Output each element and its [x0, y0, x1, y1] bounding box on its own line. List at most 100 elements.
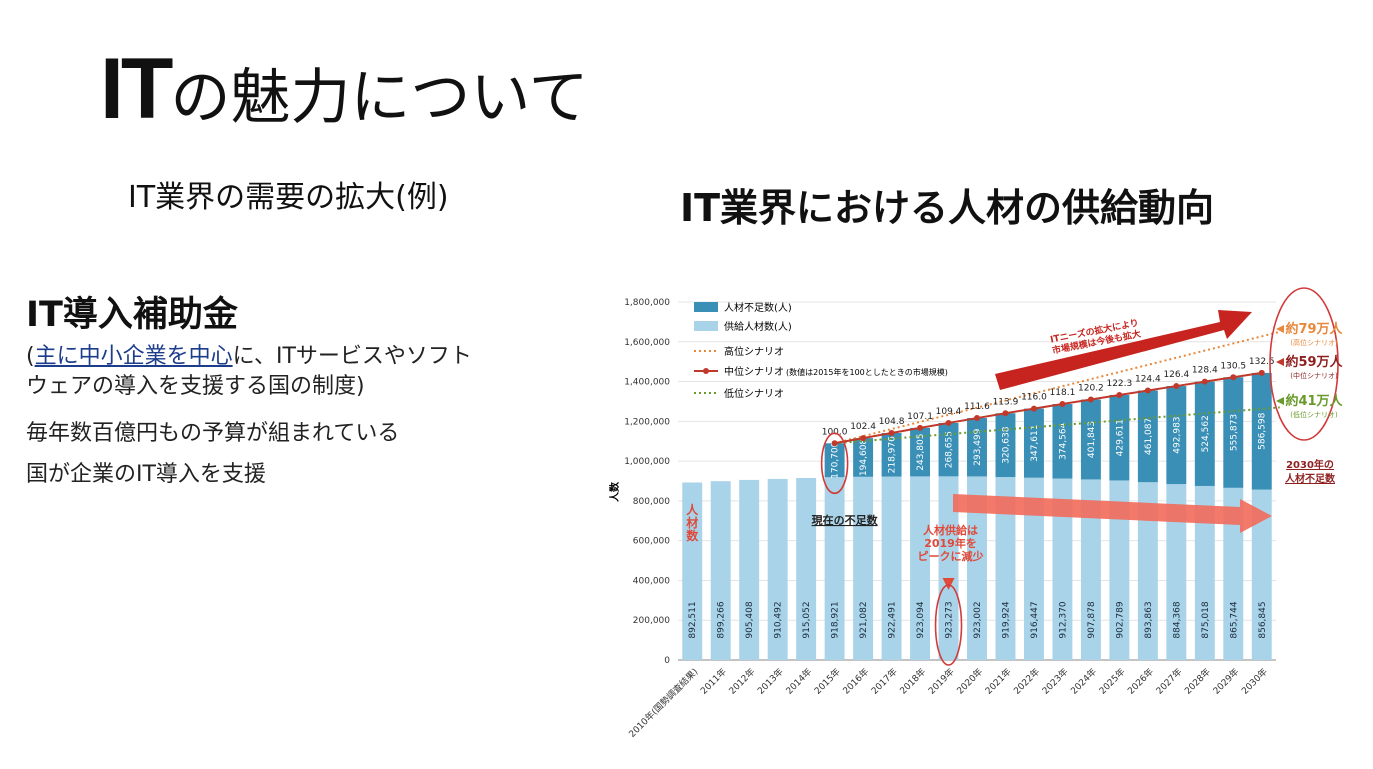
- bar-supply-label: 919,924: [1001, 601, 1011, 638]
- scenario-mid-point: [1173, 383, 1180, 390]
- bar-shortage: [1194, 381, 1215, 486]
- bar-shortage: [1166, 386, 1187, 485]
- y-tick-label: 0: [664, 656, 670, 666]
- high-scenario-label: 約79万人: [1285, 321, 1343, 337]
- subsidy-title: IT導入補助金: [26, 295, 238, 335]
- bar-supply: [910, 476, 931, 660]
- supply-vertical-label: 材: [685, 515, 698, 530]
- bar-supply: [995, 477, 1016, 660]
- it-talent-chart: 0 200,000 400,000 600,000 800,000 1,000,000 1,…: [608, 287, 1344, 740]
- scenario-mid-point: [1230, 374, 1237, 381]
- subsidy-desc-link[interactable]: 主に中小企業を中心: [34, 344, 233, 369]
- scenario-mid-index-label: 111.6: [964, 402, 990, 412]
- scenario-mid-index-label: 132.5: [1249, 357, 1275, 367]
- scenario-mid-index-label: 130.5: [1220, 361, 1246, 371]
- bar-supply-label: 910,492: [774, 601, 784, 638]
- bar-shortage: [881, 432, 902, 477]
- scenario-mid-index-label: 116.0: [1021, 393, 1047, 403]
- x-tick-label: 2026年: [1125, 666, 1156, 697]
- legend-label-high: 高位シナリオ: [724, 345, 784, 358]
- scenario-high-line: [834, 330, 1280, 445]
- bar-shortage-label: 492,983: [1172, 416, 1182, 453]
- page-subtitle: IT業界の需要の拡大(例): [128, 180, 449, 215]
- bar-supply: [796, 478, 817, 660]
- bar-shortage-label: 293,499: [973, 428, 983, 465]
- low-scenario-sub: (低位シナリオ): [1290, 410, 1338, 419]
- bar-supply-label: 893,863: [1144, 601, 1154, 638]
- bar-supply: [1251, 489, 1272, 660]
- bar-supply-label: 923,002: [973, 601, 983, 638]
- bar-supply: [1166, 484, 1187, 660]
- page-title: ITの魅力について: [100, 40, 589, 139]
- y-tick-label: 800,000: [633, 497, 670, 507]
- x-tick-label: 2013年: [755, 666, 786, 697]
- scenario-mid-index-label: 109.4: [936, 407, 962, 417]
- bar-shortage: [1109, 395, 1130, 481]
- bar-supply: [824, 477, 845, 660]
- bar-supply: [682, 482, 703, 660]
- bar-shortage-label: 218,976: [888, 436, 898, 473]
- scenario-mid-point: [888, 429, 895, 436]
- scenario-mid-point: [1059, 401, 1066, 408]
- bar-supply: [710, 481, 731, 660]
- bar-shortage: [1251, 372, 1272, 490]
- scenario-mid-index-label: 118.1: [1050, 388, 1076, 398]
- x-tick-label: 2012年: [726, 666, 757, 697]
- bar-supply-label: 918,921: [831, 601, 841, 638]
- x-tick-label: 2020年: [954, 666, 985, 697]
- bar-supply-label: 915,052: [802, 601, 812, 638]
- bar-supply-label: 923,094: [916, 601, 926, 638]
- bar-supply: [1080, 479, 1101, 660]
- shortage-2030-label-1: 2030年の: [1286, 458, 1334, 471]
- y-tick-label: 1,400,000: [624, 378, 670, 388]
- scenario-mid-index-label: 113.9: [993, 397, 1019, 407]
- bar-supply-label: 902,789: [1115, 601, 1125, 638]
- bar-supply: [853, 476, 874, 660]
- bar-supply: [967, 476, 987, 660]
- bar-supply: [881, 476, 902, 660]
- x-tick-label: 2025年: [1096, 666, 1127, 697]
- scenario-mid-index-label: 122.3: [1106, 379, 1132, 389]
- legend-swatch-supply: [694, 321, 718, 331]
- x-tick-label: 2021年: [983, 666, 1014, 697]
- current-shortage-circle: [820, 432, 849, 495]
- mid-marker-icon: [1276, 358, 1284, 366]
- legend-label-low: 低位シナリオ: [724, 387, 784, 400]
- high-scenario-sub: (高位シナリオ): [1290, 338, 1338, 347]
- bar-shortage-label: 194,608: [859, 439, 869, 476]
- bar-supply-label: 921,082: [859, 601, 869, 638]
- y-tick-label: 400,000: [633, 576, 670, 586]
- scenario-mid-point: [945, 419, 952, 426]
- y-tick-label: 200,000: [633, 616, 670, 626]
- legend-swatch-mid-dot: [703, 368, 709, 374]
- needs-expand-arrow-icon: [995, 310, 1252, 390]
- scenario-mid-point: [917, 424, 924, 431]
- bar-shortage-label: 347,611: [1030, 425, 1040, 462]
- scenario-mid-point: [1144, 387, 1151, 394]
- x-tick-label: 2017年: [869, 666, 900, 697]
- bar-supply: [1109, 480, 1130, 660]
- bar-supply: [767, 478, 788, 660]
- subsidy-line-budget: 毎年数百億円もの予算が組まれている: [26, 421, 400, 446]
- scenario-mid-index-label: 126.4: [1163, 370, 1189, 380]
- x-tick-label: 2028年: [1182, 666, 1213, 697]
- bar-supply: [739, 479, 760, 660]
- scenario-mid-point: [1087, 396, 1094, 403]
- scenario-mid-point: [1002, 410, 1009, 417]
- bar-shortage-label: 586,598: [1258, 412, 1268, 449]
- bar-supply: [1194, 485, 1215, 660]
- bar-shortage: [938, 422, 959, 477]
- scenario-mid-index-label: 100.0: [822, 427, 848, 437]
- supply-peak-label: 人材供給は: [923, 523, 978, 537]
- y-axis-label: 人数: [608, 481, 621, 502]
- scenario-mid-index-label: 128.4: [1192, 366, 1218, 376]
- x-tick-label: 2027年: [1153, 666, 1184, 697]
- mid-scenario-sub: (中位シナリオ): [1290, 371, 1338, 380]
- low-scenario-label: 約41万人: [1285, 393, 1343, 409]
- scenario-mid-point: [860, 435, 867, 442]
- bar-supply-label: 892,511: [688, 601, 698, 638]
- x-tick-label: 2010年(国勢調査結果): [626, 666, 700, 740]
- supply-vertical-label: 人: [686, 502, 699, 517]
- bar-shortage-label: 555,873: [1229, 414, 1239, 451]
- mid-scenario-label: 約59万人: [1285, 354, 1343, 370]
